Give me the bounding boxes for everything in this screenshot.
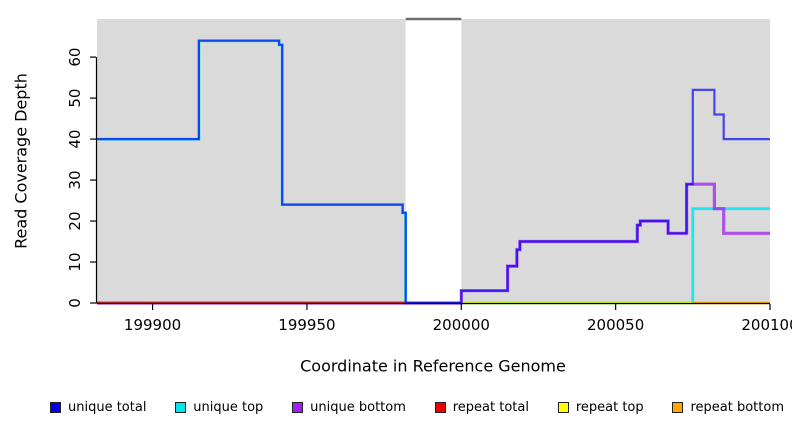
legend-item-unique-top: unique top bbox=[175, 400, 263, 415]
panel-left bbox=[97, 19, 406, 303]
y-tick-label: 60 bbox=[66, 48, 84, 67]
legend-item-unique-total: unique total bbox=[50, 400, 146, 415]
legend-item-unique-bottom: unique bottom bbox=[292, 400, 406, 415]
y-axis-title: Read Coverage Depth bbox=[11, 73, 31, 249]
gap-band bbox=[405, 19, 462, 303]
y-tick-label: 50 bbox=[66, 89, 84, 108]
legend-swatch-icon bbox=[434, 401, 446, 413]
x-tick-label: 200050 bbox=[587, 316, 644, 334]
series-line-unique-total bbox=[97, 39, 770, 305]
x-axis-title: Coordinate in Reference Genome bbox=[300, 356, 566, 376]
legend-item-repeat-bottom: repeat bottom bbox=[672, 400, 784, 415]
legend-swatch-icon bbox=[557, 401, 569, 413]
x-tick-label: 200000 bbox=[433, 316, 490, 334]
legend-label: unique total bbox=[68, 399, 147, 415]
y-tick-label: 0 bbox=[66, 298, 84, 308]
y-tick-label: 10 bbox=[66, 252, 84, 271]
y-tick-label: 30 bbox=[66, 171, 84, 190]
legend-swatch-icon bbox=[672, 401, 684, 413]
legend-label: repeat top bbox=[575, 399, 644, 415]
legend-item-repeat-top: repeat top bbox=[557, 399, 644, 415]
legend-swatch-icon bbox=[175, 401, 187, 413]
legend-label: unique top bbox=[193, 399, 264, 415]
x-tick-label: 199950 bbox=[278, 316, 335, 334]
legend-label: repeat bottom bbox=[690, 399, 784, 415]
panel-right bbox=[461, 19, 770, 303]
legend-swatch-icon bbox=[292, 401, 304, 413]
legend: unique total unique top unique bottom repea… bbox=[50, 397, 784, 417]
legend-label: unique bottom bbox=[310, 399, 406, 415]
legend-item-repeat-total: repeat total bbox=[434, 399, 529, 415]
y-tick-label: 20 bbox=[66, 211, 84, 230]
x-tick-label: 199900 bbox=[124, 316, 181, 334]
legend-label: repeat total bbox=[452, 399, 529, 415]
y-tick-label: 40 bbox=[66, 130, 84, 149]
legend-swatch-icon bbox=[50, 401, 61, 413]
